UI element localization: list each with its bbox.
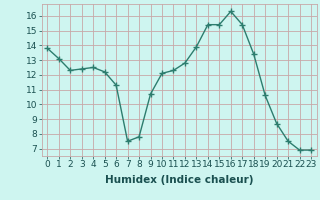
X-axis label: Humidex (Indice chaleur): Humidex (Indice chaleur) bbox=[105, 175, 253, 185]
